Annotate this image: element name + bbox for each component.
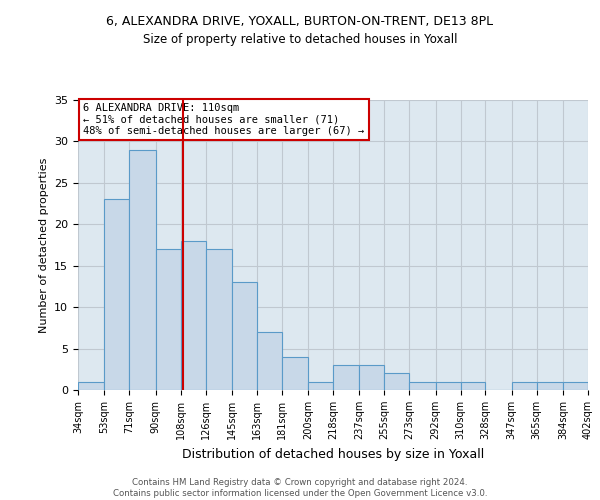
Bar xyxy=(205,249,232,390)
Bar xyxy=(537,382,563,390)
Bar xyxy=(563,382,588,390)
Bar xyxy=(104,200,129,390)
Bar xyxy=(257,332,282,390)
Bar xyxy=(78,382,104,390)
Text: Contains HM Land Registry data © Crown copyright and database right 2024.
Contai: Contains HM Land Registry data © Crown c… xyxy=(113,478,487,498)
Text: 6 ALEXANDRA DRIVE: 110sqm
← 51% of detached houses are smaller (71)
48% of semi-: 6 ALEXANDRA DRIVE: 110sqm ← 51% of detac… xyxy=(83,103,364,136)
Bar xyxy=(155,249,181,390)
Bar xyxy=(359,365,384,390)
Bar xyxy=(409,382,436,390)
Bar xyxy=(308,382,333,390)
Text: Size of property relative to detached houses in Yoxall: Size of property relative to detached ho… xyxy=(143,32,457,46)
Bar xyxy=(129,150,155,390)
X-axis label: Distribution of detached houses by size in Yoxall: Distribution of detached houses by size … xyxy=(182,448,484,460)
Bar xyxy=(333,365,359,390)
Bar xyxy=(181,241,205,390)
Bar xyxy=(436,382,461,390)
Text: 6, ALEXANDRA DRIVE, YOXALL, BURTON-ON-TRENT, DE13 8PL: 6, ALEXANDRA DRIVE, YOXALL, BURTON-ON-TR… xyxy=(106,15,494,28)
Bar xyxy=(461,382,485,390)
Bar xyxy=(282,357,308,390)
Bar xyxy=(232,282,257,390)
Bar xyxy=(512,382,537,390)
Bar xyxy=(384,374,409,390)
Y-axis label: Number of detached properties: Number of detached properties xyxy=(38,158,49,332)
Bar xyxy=(588,382,600,390)
